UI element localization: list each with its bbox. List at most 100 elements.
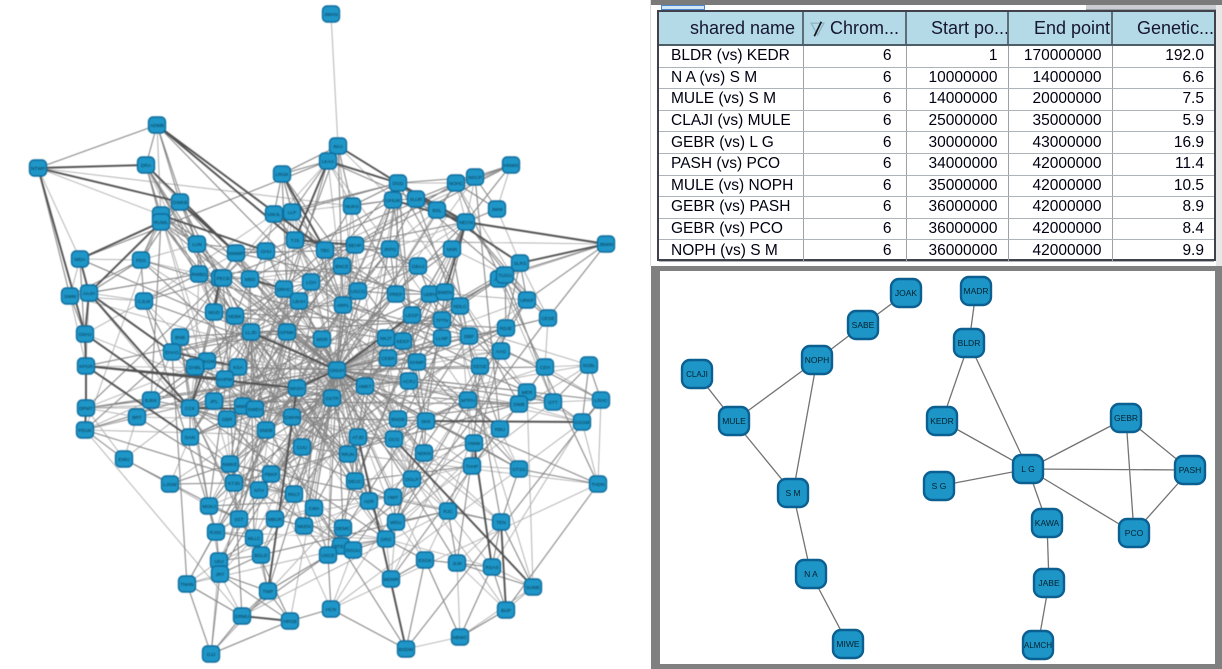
svg-text:GNUH: GNUH [330,368,345,374]
svg-text:JABE: JABE [1038,578,1060,588]
svg-text:JRPG: JRPG [384,247,397,253]
svg-text:URKP: URKP [520,298,533,304]
svg-text:DRA: DRA [141,163,152,169]
svg-text:AAG: AAG [496,349,506,355]
svg-text:GTSG: GTSG [512,467,526,473]
svg-text:MBD: MBD [245,277,256,283]
svg-text:NWKE: NWKE [223,462,237,468]
svg-text:ALMCH: ALMCH [1024,641,1052,650]
svg-text:UHLW: UHLW [386,198,400,204]
svg-text:MBUR: MBUR [268,517,283,523]
svg-text:TAHP: TAHP [466,464,478,470]
svg-text:LRGK: LRGK [275,172,289,178]
svg-text:CCK: CCK [185,406,196,412]
svg-text:RSAS: RSAS [485,565,498,571]
svg-text:CLAJI: CLAJI [686,370,708,379]
svg-text:SLRS: SLRS [514,261,527,267]
svg-text:RRJN: RRJN [342,452,355,458]
svg-text:USCE: USCE [321,553,334,559]
svg-text:NOPH: NOPH [805,355,830,365]
svg-text:LUN: LUN [192,242,202,248]
svg-text:LKAA: LKAA [322,159,335,165]
svg-text:DABL: DABL [189,365,202,371]
svg-text:DRHC: DRHC [277,287,291,293]
svg-text:AMKT: AMKT [358,384,371,390]
svg-text:BNCE: BNCE [335,264,348,270]
svg-text:DGLP: DGLP [405,477,418,483]
svg-text:WDR: WDR [316,337,328,343]
svg-text:GCG: GCG [389,437,400,443]
svg-text:WUD: WUD [208,310,220,316]
svg-text:NDKN: NDKN [417,451,431,457]
svg-text:GSGM: GSGM [575,420,590,426]
svg-text:THDN: THDN [591,482,605,488]
svg-text:BLDR: BLDR [958,338,981,348]
svg-text:TNHN: TNHN [180,582,194,588]
svg-text:MIWE: MIWE [836,639,859,649]
svg-text:RDJE: RDJE [500,326,513,332]
svg-text:ADMB: ADMB [150,123,164,129]
svg-text:DBP: DBP [464,334,474,340]
svg-text:DGD: DGD [393,181,404,187]
svg-text:DPMT: DPMT [79,406,93,412]
svg-text:BNB: BNB [175,335,185,341]
svg-text:PECB: PECB [216,276,229,282]
svg-text:GRMU: GRMU [235,614,250,620]
svg-text:LLNP: LLNP [436,336,448,342]
svg-text:MGKJ: MGKJ [202,504,216,510]
svg-text:ESGK: ESGK [418,558,432,564]
svg-text:BNDB: BNDB [391,417,404,423]
svg-text:MWPJ: MWPJ [236,404,251,410]
svg-text:NKEN: NKEN [297,524,311,530]
svg-text:SUME: SUME [526,585,540,591]
svg-text:LEGP: LEGP [406,313,419,319]
svg-text:KAWA: KAWA [1035,518,1060,528]
svg-text:BUP: BUP [501,608,511,614]
svg-text:KHMP: KHMP [410,360,424,366]
svg-text:NECN: NECN [459,220,473,226]
svg-text:N A: N A [804,569,818,579]
svg-text:SST: SST [234,517,243,523]
svg-text:DWB: DWB [513,402,524,408]
svg-text:NKJT: NKJT [380,336,392,342]
svg-text:LJGW: LJGW [163,482,177,488]
svg-text:SWM: SWM [64,294,76,300]
svg-text:NDLC: NDLC [453,304,467,310]
svg-text:MADA: MADA [290,386,305,392]
svg-text:UDJ: UDJ [214,559,224,565]
svg-text:SABE: SABE [852,320,875,330]
svg-text:S G: S G [932,481,947,491]
svg-text:UWJL: UWJL [267,212,280,218]
svg-text:PDS: PDS [136,258,146,264]
svg-text:DEUC: DEUC [348,479,362,485]
svg-text:TPTN: TPTN [436,318,449,324]
svg-text:TBC: TBC [320,248,330,254]
svg-text:CUU: CUU [297,445,308,451]
svg-text:GWHN: GWHN [284,415,300,421]
svg-text:KEDR: KEDR [930,416,954,426]
svg-text:JBWM: JBWM [599,242,613,248]
svg-text:HWW: HWW [468,441,481,447]
svg-text:BGLD: BGLD [254,553,268,559]
svg-text:WDU: WDU [390,520,402,526]
svg-text:SGBL: SGBL [583,363,596,369]
svg-text:SNDB: SNDB [259,428,272,434]
svg-text:TEN: TEN [496,520,506,526]
svg-text:JPL: JPL [210,399,219,405]
svg-text:NBWC: NBWC [453,635,468,641]
svg-text:MKGM: MKGM [200,359,215,365]
svg-text:MDMR: MDMR [384,577,399,583]
svg-text:NWMP: NWMP [228,251,243,257]
svg-text:KSA: KSA [233,365,243,371]
svg-text:GJJ: GJJ [207,652,216,658]
svg-text:GKHJ: GKHJ [79,332,92,338]
svg-text:BJKK: BJKK [145,398,158,404]
svg-text:RWBG: RWBG [192,272,207,278]
svg-text:BSDW: BSDW [399,647,414,653]
svg-text:MTPH: MTPH [461,398,475,404]
svg-text:MER: MER [522,390,533,396]
svg-text:NUKS: NUKS [345,204,358,210]
svg-text:GTT: GTT [548,400,558,406]
svg-text:NTWP: NTWP [31,166,45,172]
svg-text:HRSB: HRSB [283,619,296,625]
